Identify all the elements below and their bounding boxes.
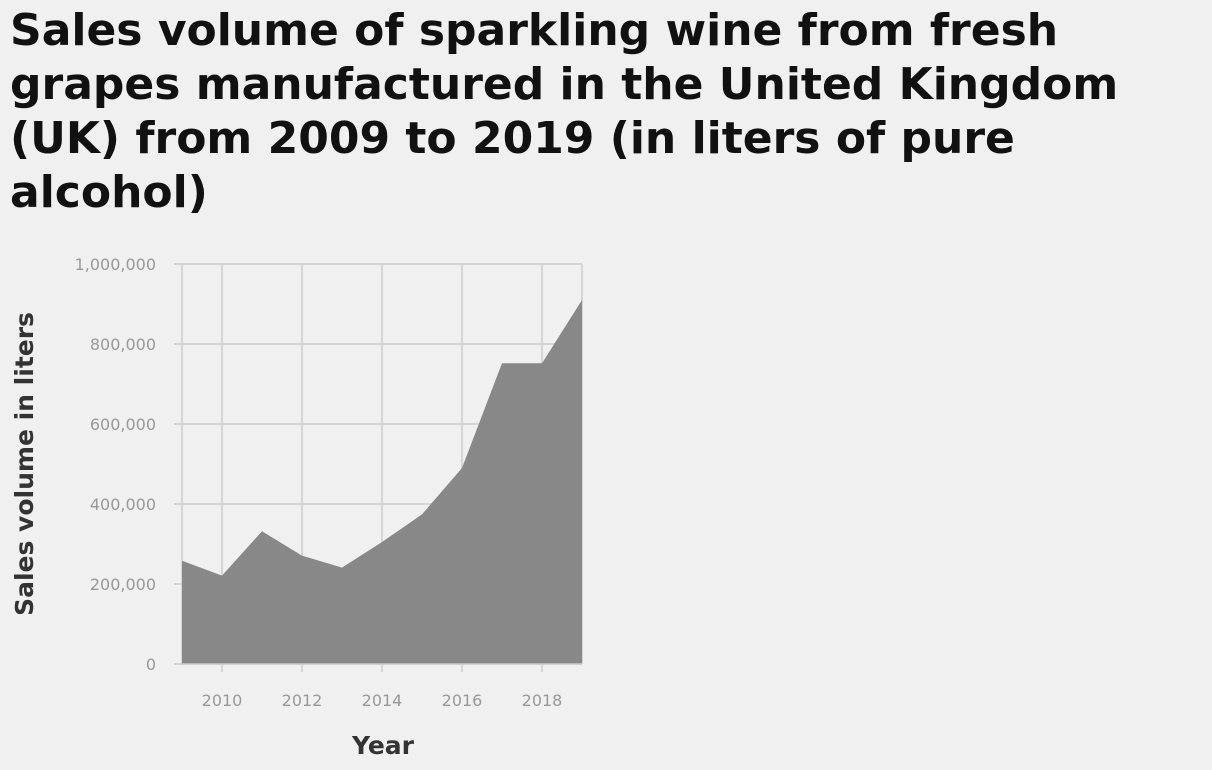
axis-ticks: 0 200,000 400,000 600,000 800,000 1,000,000 20…	[75, 255, 582, 710]
x-tick-label: 2012	[282, 691, 323, 710]
y-axis-title: Sales volume in liters	[10, 312, 39, 616]
area-series	[182, 300, 582, 664]
y-tick-label: 200,000	[90, 575, 156, 594]
chart-title: Sales volume of sparkling wine from fres…	[10, 5, 1119, 218]
area-fill	[182, 300, 582, 664]
x-tick-label: 2014	[362, 691, 403, 710]
y-tick-label: 400,000	[90, 495, 156, 514]
y-tick-label: 600,000	[90, 415, 156, 434]
y-tick-label: 800,000	[90, 335, 156, 354]
y-tick-label: 0	[146, 655, 156, 674]
x-tick-label: 2016	[442, 691, 483, 710]
x-tick-label: 2010	[202, 691, 243, 710]
y-tick-label: 1,000,000	[75, 255, 156, 274]
x-axis-title: Year	[351, 731, 415, 760]
x-tick-label: 2018	[522, 691, 563, 710]
